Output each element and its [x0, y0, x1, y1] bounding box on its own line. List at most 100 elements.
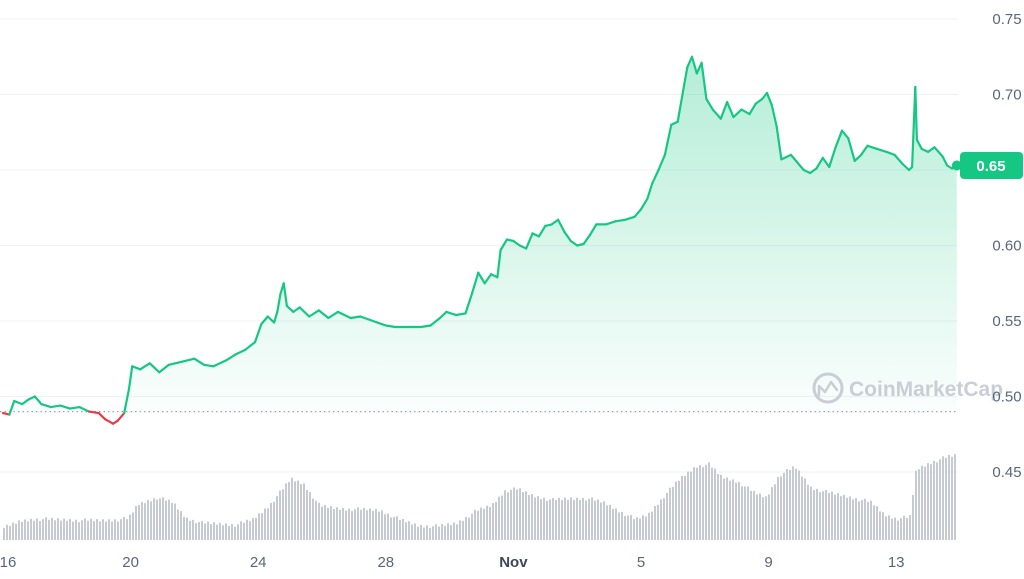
- volume-bar: [702, 467, 704, 540]
- volume-bar: [786, 469, 788, 540]
- volume-bar: [945, 457, 947, 540]
- price-line-segment: [212, 359, 228, 368]
- price-line-segment: [13, 399, 24, 406]
- volume-bar: [387, 513, 389, 540]
- volume-bar: [903, 515, 905, 540]
- price-line-segment: [821, 156, 831, 169]
- volume-bar: [402, 518, 404, 540]
- volume-bar: [453, 522, 455, 540]
- volume-bar: [837, 493, 839, 540]
- price-line-segment: [901, 162, 911, 172]
- volume-bar: [45, 517, 47, 540]
- volume-bar: [882, 512, 884, 540]
- volume-bar: [420, 524, 422, 540]
- volume-bar: [483, 508, 485, 540]
- volume-bar: [714, 468, 716, 540]
- volume-bar: [405, 522, 407, 540]
- volume-bar: [432, 526, 434, 540]
- price-line-segment: [537, 224, 547, 238]
- volume-bar: [612, 508, 614, 540]
- price-line-segment: [234, 348, 247, 356]
- volume-bar: [324, 504, 326, 540]
- price-line-segment: [563, 230, 572, 243]
- price-line-segment: [167, 360, 183, 366]
- price-line-segment: [308, 309, 320, 318]
- volume-bar: [231, 524, 233, 540]
- volume-bar: [435, 524, 437, 540]
- volume-bar: [750, 490, 752, 540]
- volume-bar: [372, 510, 374, 540]
- volume-bar: [708, 462, 710, 540]
- volume-bar: [42, 519, 44, 540]
- volume-bar: [954, 454, 956, 540]
- price-line-segment: [808, 167, 818, 175]
- volume-bar: [606, 505, 608, 540]
- price-line-segment: [556, 218, 566, 233]
- price-line-segment: [926, 146, 936, 153]
- volume-bar: [366, 510, 368, 540]
- price-line-segment: [518, 244, 528, 250]
- volume-bar: [681, 476, 683, 540]
- volume-bar: [576, 497, 578, 540]
- volume-bar: [279, 490, 281, 540]
- volume-bar: [174, 503, 176, 540]
- price-line-segment: [260, 315, 269, 326]
- volume-bar: [867, 501, 869, 540]
- price-line-segment: [59, 404, 72, 410]
- volume-bar: [213, 522, 215, 540]
- volume-bar: [891, 518, 893, 540]
- volume-bar: [906, 517, 908, 540]
- price-line-segment: [40, 403, 52, 409]
- volume-bar: [354, 509, 356, 540]
- price-line-segment: [582, 233, 592, 246]
- price-line-segment: [670, 120, 679, 126]
- volume-bar: [93, 521, 95, 540]
- volume-bar: [639, 518, 641, 540]
- volume-bar: [729, 480, 731, 540]
- volume-bar: [888, 515, 890, 540]
- volume-bar: [636, 517, 638, 540]
- volume-bar: [141, 501, 143, 540]
- price-line-segment: [651, 168, 660, 185]
- volume-bar: [825, 489, 827, 540]
- volume-bar: [480, 507, 482, 540]
- volume-bar: [24, 519, 26, 540]
- volume-bar: [564, 497, 566, 540]
- volume-bar: [861, 500, 863, 540]
- volume-bar: [486, 505, 488, 540]
- volume-bar: [129, 514, 131, 540]
- volume-bar: [75, 519, 77, 540]
- volume-bar: [663, 498, 665, 540]
- price-line-segment: [21, 398, 30, 406]
- volume-bar: [363, 507, 365, 540]
- volume-bar: [3, 528, 5, 540]
- price-line-segment: [123, 387, 131, 415]
- price-line-segment: [875, 147, 888, 153]
- volume-bar: [894, 517, 896, 540]
- volume-bar: [609, 504, 611, 540]
- volume-bar: [240, 521, 242, 540]
- price-line-segment: [815, 156, 824, 170]
- volume-bar: [108, 519, 110, 540]
- volume-bar: [198, 522, 200, 540]
- price-line-segment: [676, 93, 684, 123]
- volume-bar: [126, 519, 128, 540]
- volume-bar: [534, 497, 536, 540]
- volume-bar: [789, 469, 791, 540]
- price-line-segment: [266, 315, 276, 324]
- volume-bar: [297, 480, 299, 540]
- volume-bar: [396, 516, 398, 540]
- volume-bar: [849, 496, 851, 540]
- volume-bar: [537, 496, 539, 540]
- volume-bar: [438, 526, 440, 540]
- price-line-segment: [550, 218, 560, 226]
- x-tick-label: 28: [377, 554, 394, 571]
- volume-bar: [852, 499, 854, 540]
- volume-bar: [417, 526, 419, 540]
- price-line-segment: [604, 220, 617, 226]
- volume-bar: [735, 482, 737, 540]
- volume-bars: [3, 454, 956, 540]
- volume-bar: [321, 506, 323, 540]
- price-line-segment: [725, 100, 735, 119]
